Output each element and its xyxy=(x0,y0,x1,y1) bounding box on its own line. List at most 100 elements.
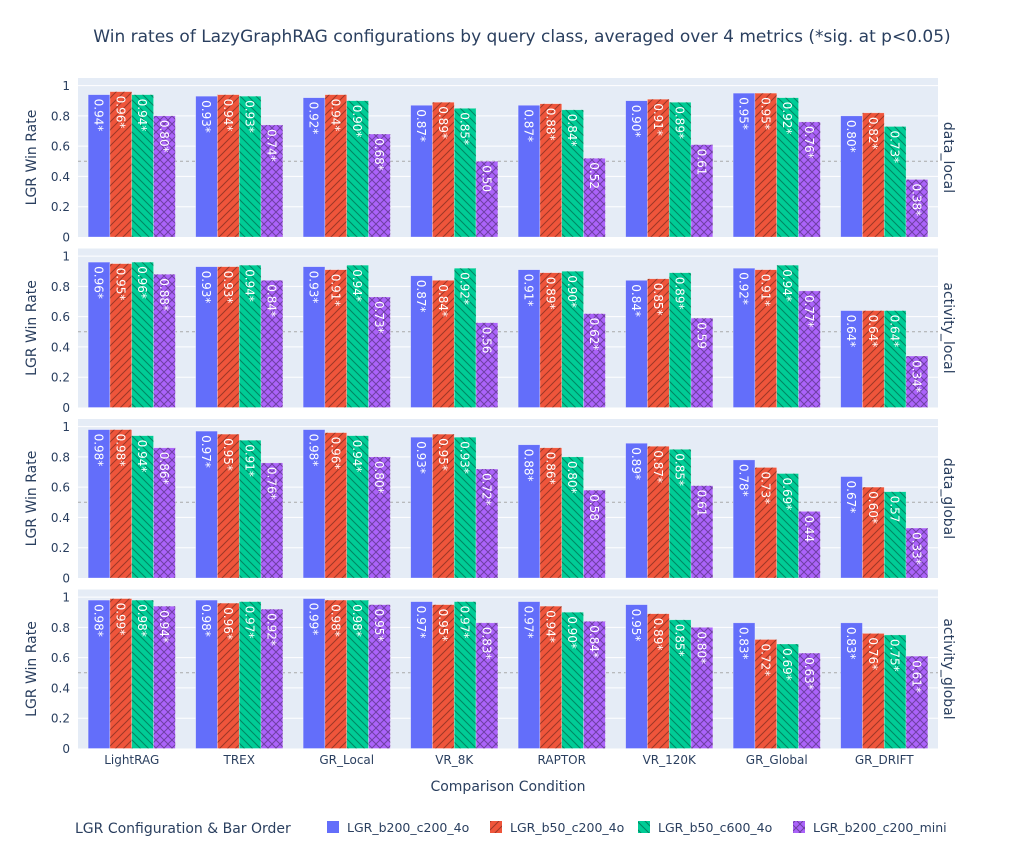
panel-data_global: 0 0.2 0.4 0.6 0.8 1 0.98* 0.97* 0.98* 0.93* 0.88* 0… xyxy=(24,419,956,586)
bar-data-label: 0.64* xyxy=(844,315,858,348)
y-tick-label: 0.4 xyxy=(51,511,70,525)
y-tick-label: 0.4 xyxy=(51,170,70,184)
bar-data-label: 0.50 xyxy=(479,165,493,192)
y-axis-title: LGR Win Rate xyxy=(24,280,40,376)
bar-data-label: 0.91* xyxy=(243,444,257,477)
bar-data-label: 0.92* xyxy=(307,102,321,135)
bar-data-label: 0.78* xyxy=(737,464,751,497)
bar-data-label: 0.85* xyxy=(651,283,665,316)
bar-pattern xyxy=(476,468,498,578)
bar-data-label: 0.76* xyxy=(802,126,816,159)
bar-data-label: 0.95* xyxy=(436,609,450,642)
y-tick-label: 0.2 xyxy=(51,541,70,555)
bar-data-label: 0.95* xyxy=(629,609,643,642)
bar-pattern xyxy=(261,462,283,578)
bar-data-label: 0.89* xyxy=(673,277,687,310)
legend-item-LGR_b50_c600_4o[interactable]: LGR_b50_c600_4o xyxy=(638,820,772,835)
bar-data-label: 0.95* xyxy=(436,438,450,471)
bar-pattern xyxy=(776,473,799,578)
bar-data-label: 0.98* xyxy=(328,604,342,637)
bar-data-label: 0.95* xyxy=(372,609,386,642)
bar-data-label: 0.95* xyxy=(758,97,772,130)
bar-pattern xyxy=(324,94,347,238)
bar-pattern xyxy=(691,144,713,237)
bar-data-label: 0.64* xyxy=(888,315,902,348)
bar-data-label: 0.98* xyxy=(307,434,321,467)
bar-pattern xyxy=(109,429,132,578)
bar-data-label: 0.68* xyxy=(372,138,386,171)
bar-pattern xyxy=(239,601,262,749)
bar-pattern xyxy=(153,115,176,237)
bar-pattern xyxy=(754,467,777,578)
bar-pattern xyxy=(561,456,584,578)
bar-data-label: 0.90* xyxy=(565,616,579,649)
bar-pattern xyxy=(906,528,928,578)
bar-data-label: 0.89* xyxy=(543,277,557,310)
bar-pattern xyxy=(906,356,928,408)
bar-pattern xyxy=(798,290,821,408)
bar-data-label: 0.95* xyxy=(221,438,235,471)
bar-pattern xyxy=(324,432,347,578)
bar-data-label: 0.80* xyxy=(565,461,579,494)
bar-pattern xyxy=(324,269,347,408)
y-tick-label: 0 xyxy=(62,401,70,415)
bar-pattern xyxy=(432,604,455,749)
bar-data-label: 0.34* xyxy=(909,360,923,393)
bar-data-label: 0.73* xyxy=(758,471,772,504)
bar-pattern xyxy=(884,634,907,749)
bar-data-label: 0.99* xyxy=(307,603,321,636)
bar-pattern xyxy=(368,296,391,408)
bar-pattern xyxy=(109,598,132,749)
bar-data-label: 0.91* xyxy=(328,274,342,307)
bar-pattern xyxy=(798,511,821,578)
bar-data-label: 0.83* xyxy=(737,627,751,660)
bar-pattern xyxy=(754,639,777,749)
y-tick-label: 1 xyxy=(62,250,70,264)
bar-pattern xyxy=(647,446,670,578)
bar-pattern xyxy=(583,313,606,408)
bar-pattern xyxy=(798,653,821,749)
y-tick-label: 0.6 xyxy=(51,140,70,154)
x-tick-label: TREX xyxy=(223,753,255,767)
legend-item-LGR_b200_c200_mini[interactable]: LGR_b200_c200_mini xyxy=(793,820,947,835)
bar-pattern xyxy=(239,96,262,238)
bar-pattern xyxy=(217,266,240,408)
bar-data-label: 0.93* xyxy=(199,100,213,133)
legend-label: LGR_b50_c200_4o xyxy=(510,820,624,835)
bar-data-label: 0.69* xyxy=(780,648,794,681)
bar-pattern xyxy=(754,93,777,238)
bar-pattern xyxy=(776,644,799,749)
bar-data-label: 0.61 xyxy=(694,490,708,517)
bar-data-label: 0.94* xyxy=(350,440,364,473)
bar-data-label: 0.91* xyxy=(651,103,665,136)
bar-data-label: 0.94* xyxy=(328,99,342,132)
y-tick-label: 1 xyxy=(62,591,70,605)
bar-data-label: 0.69* xyxy=(780,478,794,511)
bar-pattern xyxy=(131,94,154,238)
bar-pattern xyxy=(261,124,283,237)
bar-pattern xyxy=(454,268,477,408)
bar-pattern xyxy=(346,100,369,237)
x-tick-label: GR_Global xyxy=(746,753,808,767)
y-tick-label: 0.8 xyxy=(51,450,70,464)
bar-data-label: 0.88* xyxy=(157,278,171,311)
bar-data-label: 0.94* xyxy=(350,269,364,302)
bar-data-label: 0.96* xyxy=(113,96,127,129)
legend-swatch-pattern xyxy=(793,821,805,833)
bar-data-label: 0.93* xyxy=(221,271,235,304)
bar-data-label: 0.94* xyxy=(243,269,257,302)
bar-data-label: 0.90* xyxy=(565,275,579,308)
bar-data-label: 0.98* xyxy=(92,604,106,637)
bar-data-label: 0.94* xyxy=(221,99,235,132)
legend-title: LGR Configuration & Bar Order xyxy=(75,821,291,837)
bar-data-label: 0.96* xyxy=(221,607,235,640)
legend-label: LGR_b200_c200_mini xyxy=(813,820,947,835)
legend-item-LGR_b200_c200_4o[interactable]: LGR_b200_c200_4o xyxy=(327,820,469,835)
y-tick-label: 1 xyxy=(62,79,70,93)
bar-data-label: 0.92* xyxy=(780,102,794,135)
legend-item-LGR_b50_c200_4o[interactable]: LGR_b50_c200_4o xyxy=(490,820,624,835)
bar-data-label: 0.94* xyxy=(92,99,106,132)
y-tick-label: 0.4 xyxy=(51,681,70,695)
bar-data-label: 0.67* xyxy=(844,481,858,514)
